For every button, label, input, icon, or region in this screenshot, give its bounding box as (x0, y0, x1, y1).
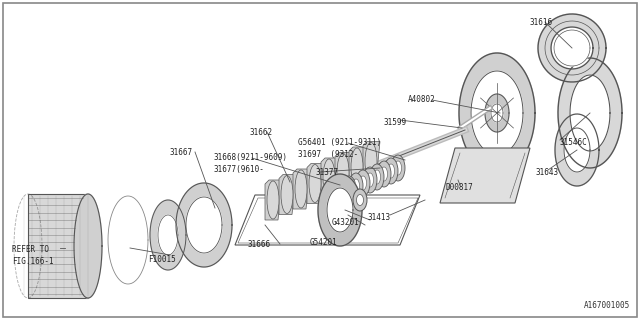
Text: 31697  (9312-: 31697 (9312- (298, 150, 358, 159)
Ellipse shape (384, 158, 398, 184)
Ellipse shape (335, 179, 349, 205)
Text: 31662: 31662 (250, 128, 273, 137)
Ellipse shape (394, 161, 401, 175)
Polygon shape (307, 164, 324, 204)
Polygon shape (28, 194, 88, 298)
Polygon shape (485, 94, 509, 132)
Polygon shape (459, 53, 535, 173)
Text: 31643: 31643 (535, 168, 558, 177)
Polygon shape (558, 58, 622, 168)
Ellipse shape (353, 189, 367, 211)
Ellipse shape (351, 148, 363, 186)
Polygon shape (440, 148, 530, 203)
Text: G43201: G43201 (332, 218, 360, 227)
Text: 31667: 31667 (170, 148, 193, 157)
Ellipse shape (309, 164, 321, 203)
Ellipse shape (337, 154, 349, 191)
Text: FIG.166-1: FIG.166-1 (12, 257, 54, 266)
Polygon shape (293, 169, 310, 209)
Ellipse shape (387, 164, 394, 178)
Ellipse shape (391, 155, 405, 181)
Polygon shape (555, 114, 599, 186)
Ellipse shape (356, 170, 370, 196)
Polygon shape (150, 200, 186, 270)
Ellipse shape (363, 167, 377, 193)
Text: 31413: 31413 (368, 213, 391, 222)
Ellipse shape (367, 173, 374, 187)
Ellipse shape (267, 181, 279, 219)
Text: 31668(9211-9609): 31668(9211-9609) (213, 153, 287, 162)
Ellipse shape (281, 175, 293, 213)
Ellipse shape (356, 195, 364, 205)
Polygon shape (327, 188, 353, 232)
Text: 31677(9610-: 31677(9610- (213, 165, 264, 174)
Text: F10015: F10015 (148, 255, 176, 264)
Text: 31546C: 31546C (560, 138, 588, 147)
Polygon shape (265, 180, 282, 220)
Text: G56401 (9211-9311): G56401 (9211-9311) (298, 138, 381, 147)
Ellipse shape (370, 164, 384, 190)
Polygon shape (158, 215, 178, 255)
Text: 31599: 31599 (383, 118, 406, 127)
Ellipse shape (295, 170, 307, 208)
Polygon shape (471, 71, 523, 155)
Polygon shape (570, 75, 610, 151)
Ellipse shape (374, 170, 381, 184)
Polygon shape (554, 30, 590, 66)
Ellipse shape (349, 173, 363, 199)
Text: 31666: 31666 (248, 240, 271, 249)
Ellipse shape (360, 176, 367, 190)
Polygon shape (335, 153, 352, 193)
Polygon shape (318, 174, 362, 246)
Text: G54201: G54201 (310, 238, 338, 247)
Ellipse shape (346, 182, 353, 196)
Polygon shape (349, 147, 366, 187)
Text: A167001005: A167001005 (584, 301, 630, 310)
Ellipse shape (365, 142, 377, 180)
Ellipse shape (339, 185, 346, 199)
Text: 31377: 31377 (315, 168, 338, 177)
Ellipse shape (353, 179, 360, 193)
Text: D00817: D00817 (445, 183, 473, 192)
Text: A40802: A40802 (408, 95, 436, 104)
Ellipse shape (323, 159, 335, 197)
Polygon shape (363, 141, 380, 181)
Polygon shape (491, 104, 503, 122)
Text: REFER TO: REFER TO (12, 245, 49, 254)
Polygon shape (74, 194, 102, 298)
Text: 31616: 31616 (530, 18, 553, 27)
Ellipse shape (381, 167, 387, 181)
Polygon shape (321, 158, 338, 198)
Polygon shape (551, 27, 593, 69)
Ellipse shape (377, 161, 391, 187)
Polygon shape (564, 128, 590, 172)
Polygon shape (538, 14, 606, 82)
Polygon shape (186, 197, 222, 253)
Ellipse shape (342, 176, 356, 202)
Polygon shape (279, 174, 296, 214)
Polygon shape (176, 183, 232, 267)
